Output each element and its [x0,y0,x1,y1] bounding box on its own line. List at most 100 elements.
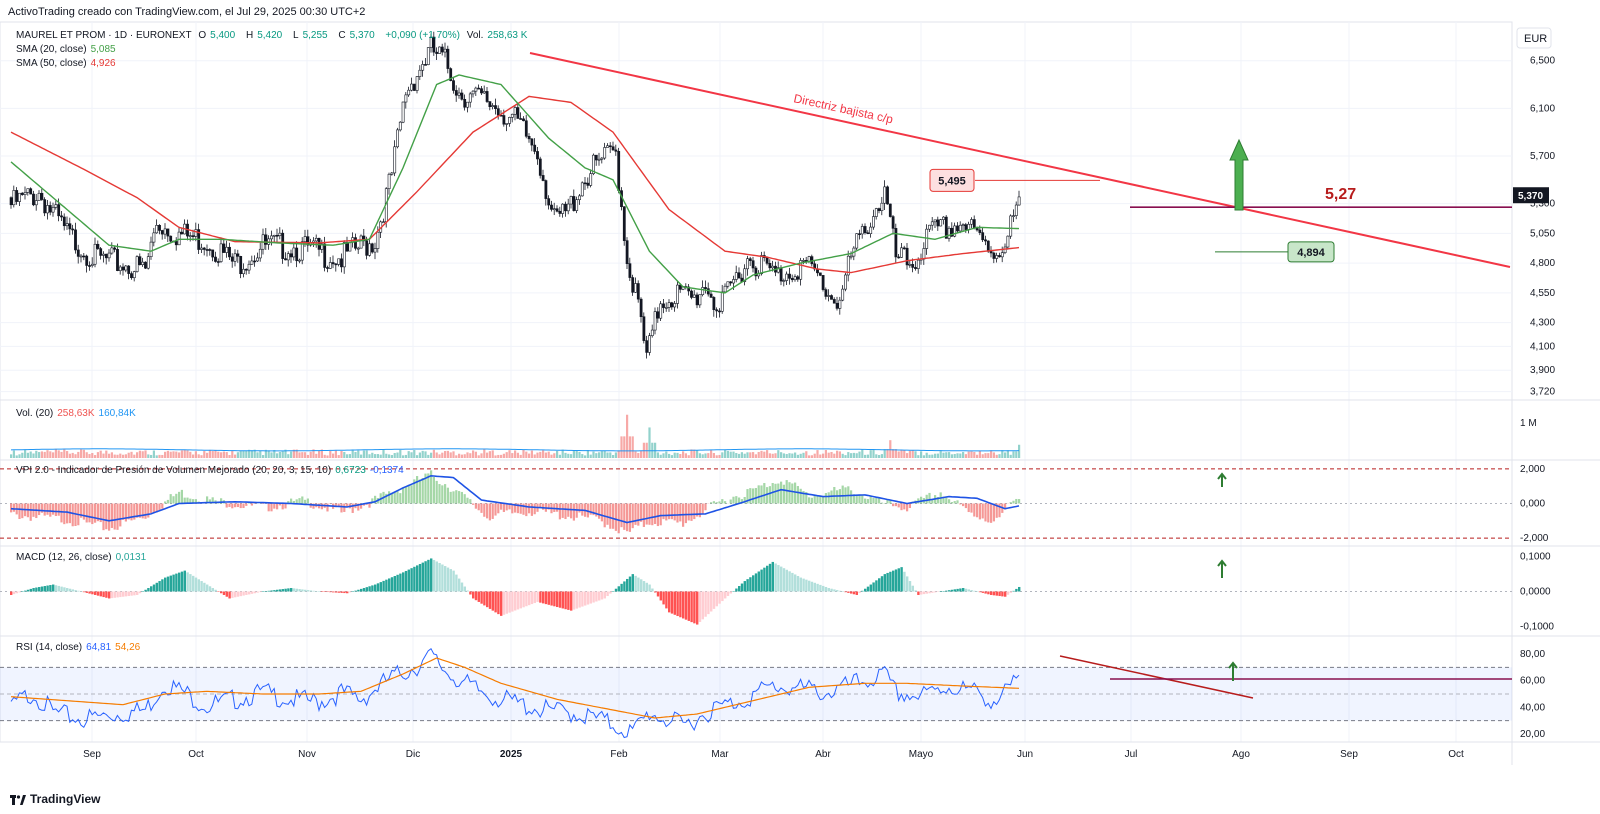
volume-bar [130,451,133,458]
vpi-bar [430,470,433,504]
macd-bar [861,590,864,592]
vpi-bar [18,503,21,519]
sma50-legend[interactable]: SMA (50, close) 4,926 [16,58,120,69]
volume-bar [362,450,365,458]
candle [23,192,27,195]
vpi-legend[interactable]: VPI 2.0 - Indicador de Presión de Volume… [16,465,408,476]
price-pane[interactable] [9,31,1021,359]
candle [510,113,514,118]
vpi-bar [124,503,127,522]
volume-bar [26,452,29,458]
candle [662,303,665,308]
volume-bar [572,450,575,458]
volume-bar [752,452,755,458]
vpi-bar [491,503,494,519]
candle [625,240,629,264]
macd-bar [491,591,494,611]
volume-bar [768,453,771,458]
local-high-box [929,168,975,192]
vpi-bar [40,503,43,513]
vpi-bar [469,499,472,504]
macd-bar [855,591,858,595]
volume-bar [553,453,556,458]
vpi-bar [242,503,245,509]
candle [592,154,595,174]
candle [628,263,632,278]
macd-bar [354,590,357,592]
macd-label: MACD (12, 26, close) [16,552,112,563]
macd-bar [850,591,853,594]
candle [452,80,455,91]
volume-bar [124,454,127,458]
volume-bar [304,452,307,458]
macd-bar [141,591,144,592]
candle [844,274,847,290]
rsi-legend[interactable]: RSI (14, close) 64,81 54,26 [16,642,144,653]
volume-bar [780,452,783,458]
volume-legend[interactable]: Vol. (20) 258,63K 160,84K [16,408,140,419]
volume-bar [15,455,18,458]
macd-bar [612,591,615,592]
macd-bar [435,561,438,592]
candle [300,241,304,261]
macd-bar [735,588,738,592]
candle [863,226,867,234]
macd-bar [1009,591,1012,593]
macd-bar [250,591,254,594]
vpi-bar [211,497,214,504]
price-tick-label: 3,720 [1530,387,1555,398]
vpi-bar [239,503,242,509]
macd-bar [253,591,256,594]
candle [468,93,472,103]
vpi-bar [267,503,270,512]
volume-bar [491,450,494,458]
vpi-bar [122,503,125,520]
macd-bar [802,578,805,592]
candle [482,91,486,94]
price-axis[interactable]: 6,500 6,100 5,700 5,300 5,050 4,800 4,550 4,300… [1513,27,1555,740]
volume-bar [281,451,284,458]
volume-bar [116,454,119,458]
tradingview-brand[interactable]: TradingView [10,792,100,806]
macd-bar [206,584,209,592]
candle [121,266,125,271]
volume-bar [679,454,682,458]
volume-bar [169,451,172,458]
volume-bar [301,452,304,458]
vpi-bar [138,503,141,518]
vpi-bar [360,503,363,509]
macd-bar [393,576,396,592]
macd-bar [287,588,290,592]
vpi-bar [679,503,682,522]
macd-bar [488,591,492,609]
macd-bar [337,591,340,593]
candle [569,196,573,205]
candle [533,144,537,152]
macd-bar [382,580,385,592]
vpi-bar [760,485,763,504]
time-axis[interactable]: Sep Oct Nov Dic 2025 Feb Mar Abr Mayo Jun Jul Ago Se… [83,749,1464,760]
vpi-bar [757,485,760,504]
volume-bar [253,449,256,458]
macd-legend[interactable]: MACD (12, 26, close) 0,0131 [16,552,150,563]
candle [292,247,296,258]
volume-bar [897,451,900,458]
volume-bar [354,451,357,458]
volume-bar [337,455,340,458]
volume-bar [402,455,405,458]
support-box [1287,241,1335,263]
macd-bar [959,588,962,592]
macd-bar [981,591,984,593]
candle [247,263,251,271]
vpi-bar [295,499,298,504]
volume-bar [242,450,245,458]
volume-bar [57,450,60,458]
macd-bar [351,591,354,592]
volume-bar [267,450,270,458]
macd-bar [841,591,844,592]
vpi-bar [334,503,337,508]
volume-bar [757,451,760,458]
sma20-legend[interactable]: SMA (20, close) 5,085 [16,44,120,55]
